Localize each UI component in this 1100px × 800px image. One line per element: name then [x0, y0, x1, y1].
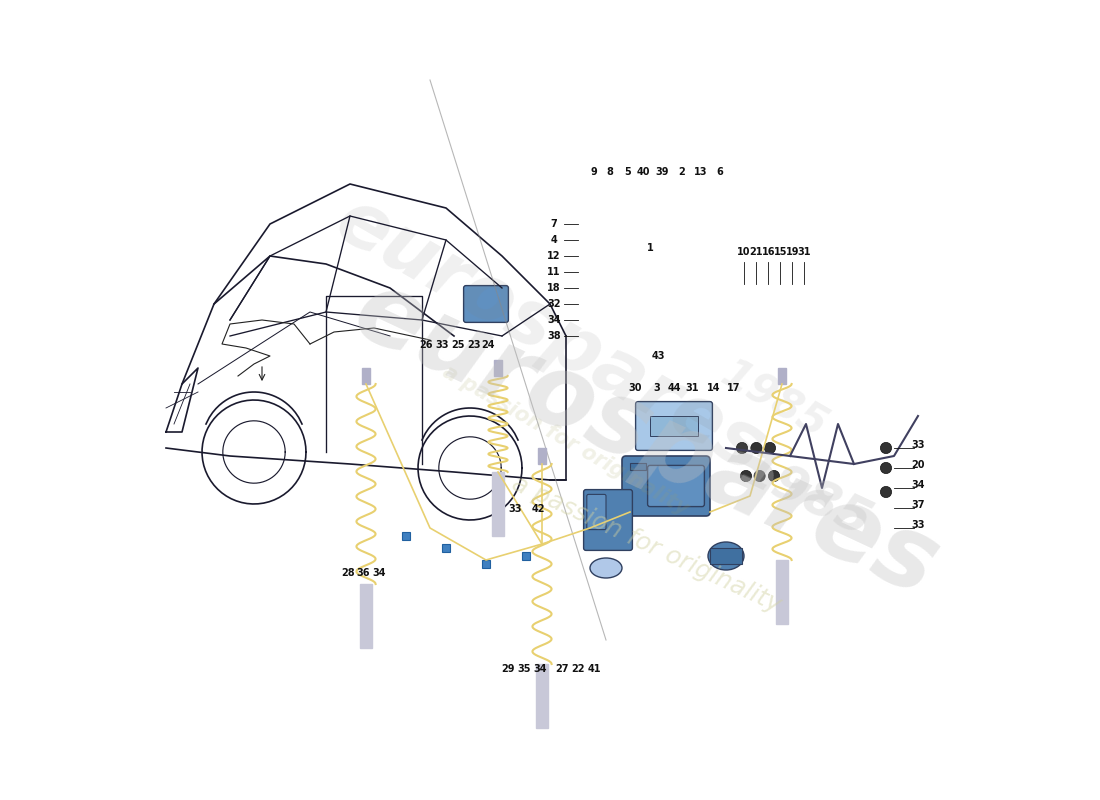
FancyBboxPatch shape — [584, 490, 632, 550]
Bar — [493, 472, 504, 536]
Text: 15: 15 — [773, 247, 788, 257]
Bar — [482, 560, 490, 568]
Text: 31: 31 — [685, 383, 700, 393]
Text: eurospares: eurospares — [322, 183, 778, 489]
Text: 5: 5 — [624, 167, 631, 177]
Text: 29: 29 — [502, 664, 515, 674]
Text: 14: 14 — [707, 383, 721, 393]
Text: 18: 18 — [547, 283, 561, 293]
Circle shape — [740, 470, 751, 482]
Text: 35: 35 — [518, 664, 531, 674]
Bar — [442, 544, 450, 552]
Text: 1: 1 — [647, 243, 653, 253]
Text: 41: 41 — [587, 664, 601, 674]
Circle shape — [880, 442, 892, 454]
FancyBboxPatch shape — [621, 456, 710, 516]
Circle shape — [880, 462, 892, 474]
Text: 17: 17 — [727, 383, 740, 393]
FancyBboxPatch shape — [463, 286, 508, 322]
Text: 13: 13 — [694, 167, 707, 177]
Text: 37: 37 — [911, 500, 925, 510]
Bar — [402, 532, 410, 540]
Text: 33: 33 — [911, 520, 925, 530]
Text: 36: 36 — [356, 568, 371, 578]
FancyBboxPatch shape — [586, 494, 606, 530]
Bar — [710, 548, 742, 564]
Bar — [630, 462, 646, 470]
Circle shape — [880, 486, 892, 498]
Text: 27: 27 — [556, 664, 569, 674]
Circle shape — [751, 442, 762, 454]
Bar — [777, 560, 788, 624]
Text: 11: 11 — [548, 267, 561, 277]
Text: a passion for originality: a passion for originality — [440, 361, 693, 519]
Text: 8: 8 — [606, 167, 614, 177]
Circle shape — [764, 442, 776, 454]
Bar — [538, 448, 546, 464]
Text: 3: 3 — [653, 383, 660, 393]
Ellipse shape — [708, 542, 744, 570]
Bar — [778, 368, 786, 384]
Ellipse shape — [590, 558, 621, 578]
Text: 39: 39 — [656, 167, 669, 177]
Text: 12: 12 — [548, 251, 561, 261]
Text: 34: 34 — [534, 664, 547, 674]
Text: 10: 10 — [737, 247, 750, 257]
Text: 25: 25 — [451, 340, 464, 350]
Bar — [650, 416, 699, 436]
Text: 1985: 1985 — [733, 445, 879, 547]
Text: 30: 30 — [629, 383, 642, 393]
Text: 7: 7 — [551, 219, 558, 229]
Text: 26: 26 — [419, 340, 432, 350]
Text: 28: 28 — [341, 568, 354, 578]
Text: 21: 21 — [750, 247, 763, 257]
Text: 40: 40 — [637, 167, 650, 177]
Text: eurospares: eurospares — [339, 262, 954, 618]
Text: 1985: 1985 — [713, 353, 835, 447]
Text: a passion for originality: a passion for originality — [507, 471, 784, 617]
Text: 22: 22 — [571, 664, 585, 674]
Text: 20: 20 — [911, 460, 925, 470]
Text: 38: 38 — [547, 331, 561, 341]
Bar — [537, 664, 548, 728]
Text: 9: 9 — [591, 167, 597, 177]
Text: 33: 33 — [911, 440, 925, 450]
FancyBboxPatch shape — [636, 402, 713, 450]
Text: 24: 24 — [481, 340, 494, 350]
Text: 43: 43 — [651, 351, 664, 361]
Circle shape — [769, 470, 780, 482]
Text: 42: 42 — [531, 504, 544, 514]
Text: 23: 23 — [468, 340, 481, 350]
Bar — [361, 584, 372, 648]
Bar — [494, 360, 502, 376]
Bar — [522, 552, 530, 560]
Text: 44: 44 — [668, 383, 681, 393]
Text: 2: 2 — [679, 167, 685, 177]
Text: 4: 4 — [551, 235, 558, 245]
Text: 16: 16 — [761, 247, 776, 257]
Text: 31: 31 — [798, 247, 811, 257]
Text: 34: 34 — [373, 568, 386, 578]
Text: 19: 19 — [785, 247, 799, 257]
Text: 33: 33 — [508, 504, 521, 514]
Text: 32: 32 — [548, 299, 561, 309]
Bar — [362, 368, 370, 384]
Text: 6: 6 — [716, 167, 723, 177]
Circle shape — [736, 442, 748, 454]
Circle shape — [754, 470, 766, 482]
Text: 34: 34 — [548, 315, 561, 325]
Text: 33: 33 — [436, 340, 449, 350]
Text: 34: 34 — [911, 480, 925, 490]
FancyBboxPatch shape — [648, 466, 704, 506]
